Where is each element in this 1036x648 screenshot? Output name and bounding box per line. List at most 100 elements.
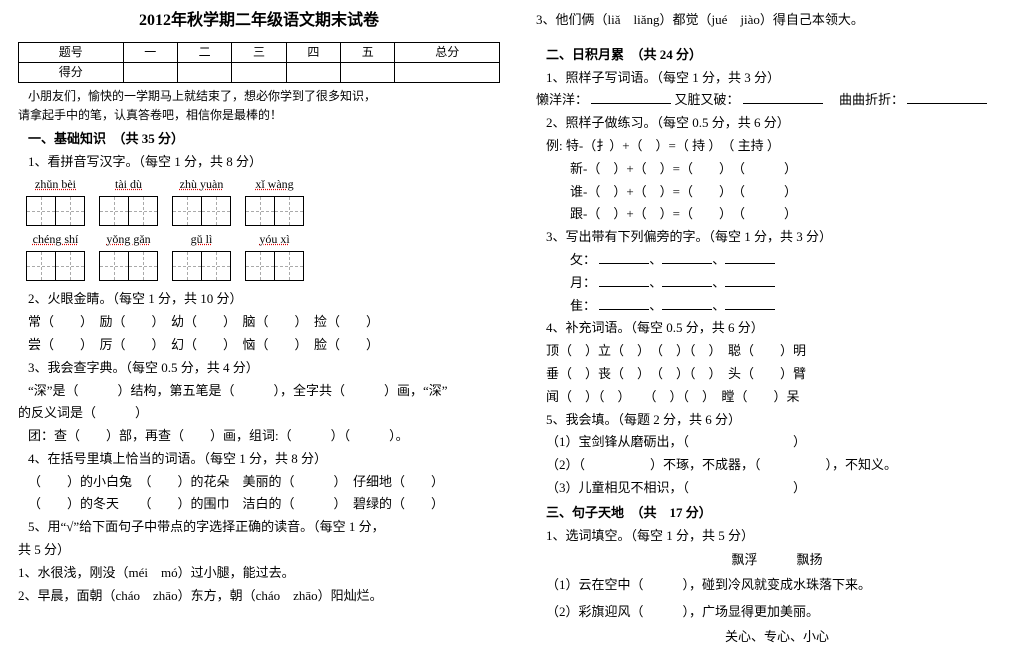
q2-1-mid2: 曲曲折折： <box>839 92 904 107</box>
q1-5-title2: 共 5 分） <box>18 540 500 561</box>
q2-5-l3: （3）儿童相见不相识，（ ） <box>536 478 1018 499</box>
q2-1-prefix: 懒洋洋： <box>536 92 588 107</box>
char-grid <box>172 251 231 281</box>
q1-5-line2: 2、早晨，面朝（cháo zhāo）东方，朝（cháo zhāo）阳灿烂。 <box>18 586 500 607</box>
blank <box>599 251 649 264</box>
q1-4-title: 4、在括号里填上恰当的词语。（每空 1 分，共 8 分） <box>18 449 500 470</box>
th: 题号 <box>19 42 124 62</box>
q2-4-title: 4、补充词语。（每空 0.5 分，共 6 分） <box>536 318 1018 339</box>
q2-2-ex: 例: 特-（扌）+（ ）=（ 持 ） （ 主持 ） <box>536 136 1018 157</box>
q1-3-line2: 的反义词是（ ） <box>18 403 500 424</box>
q1-2-title: 2、火眼金睛。（每空 1 分，共 10 分） <box>18 289 500 310</box>
radical-label: 隹： <box>570 298 596 313</box>
q2-1-line: 懒洋洋： 又脏又破： 曲曲折折： <box>536 90 1018 111</box>
intro-line-1: 小朋友们，愉快的一学期马上就结束了，想必你学到了很多知识， <box>18 87 500 106</box>
pinyin-block: xǐ wàng <box>245 175 304 226</box>
pinyin-block: zhǔn bèi <box>26 175 85 226</box>
radical-label: 月： <box>570 275 596 290</box>
q1-3-line1: “深”是（ ）结构，第五笔是（ ），全字共（ ）画，“深” <box>18 381 500 402</box>
section-3-heading: 三、句子天地 （共 17 分） <box>536 503 1018 524</box>
q2-2-l3: 跟-（ ）+（ ）=（ ） （ ） <box>536 204 1018 225</box>
blank <box>591 91 671 104</box>
q2-5-title: 5、我会填。（每题 2 分，共 6 分） <box>536 410 1018 431</box>
pinyin-label: zhù yuàn <box>172 175 231 194</box>
q2-2-title: 2、照样子做练习。（每空 0.5 分，共 6 分） <box>536 113 1018 134</box>
pinyin-block: zhù yuàn <box>172 175 231 226</box>
char-grid <box>245 196 304 226</box>
pinyin-label: gǔ lì <box>172 230 231 249</box>
intro-line-2: 请拿起手中的笔，认真答卷吧，相信你是最棒的！ <box>18 106 500 125</box>
q2-4-l3: 闻（ ）（ ） （ ）（ ） 瞠（ ）呆 <box>536 387 1018 408</box>
q2-5-l1: （1）宝剑锋从磨砺出，（ ） <box>536 432 1018 453</box>
blank <box>725 274 775 287</box>
pinyin-block: yóu xì <box>245 230 304 281</box>
q3-1-l2: （2）彩旗迎风（ ），广场显得更加美丽。 <box>536 602 1018 623</box>
blank <box>662 274 712 287</box>
pinyin-label: tài dù <box>99 175 158 194</box>
char-grid <box>245 251 304 281</box>
th: 总分 <box>395 42 500 62</box>
q1-3-line3: 团：查（ ）部，再查（ ）画，组词:（ ）（ ）。 <box>18 426 500 447</box>
radical-label: 攵： <box>570 252 596 267</box>
score-header-row: 题号 一 二 三 四 五 总分 <box>19 42 500 62</box>
q1-5-line1: 1、水很浅，刚没（méi mó）过小腿，能过去。 <box>18 563 500 584</box>
pinyin-block: gǔ lì <box>172 230 231 281</box>
pinyin-label: yóu xì <box>245 230 304 249</box>
char-grid <box>26 251 85 281</box>
cell <box>286 62 340 82</box>
pinyin-label: xǐ wàng <box>245 175 304 194</box>
pinyin-row-2: chéng shí yǒng gǎn gǔ lì yóu xì <box>26 230 500 281</box>
pinyin-label: zhǔn bèi <box>26 175 85 194</box>
section-1-heading: 一、基础知识 （共 35 分） <box>18 129 500 150</box>
q1-1-title: 1、看拼音写汉字。（每空 1 分，共 8 分） <box>18 152 500 173</box>
q2-1-mid1: 又脏又破： <box>675 92 740 107</box>
exam-title: 2012年秋学期二年级语文期末试卷 <box>18 8 500 34</box>
q3-1-title: 1、选词填空。（每空 1 分，共 5 分） <box>536 526 1018 547</box>
q2-5-l2: （2）（ ）不琢，不成器，（ ），不知义。 <box>536 455 1018 476</box>
blank <box>725 297 775 310</box>
q2-3-r1: 攵： 、、 <box>536 250 1018 271</box>
th: 一 <box>123 42 177 62</box>
q1-2-line1: 常（ ） 励（ ） 幼（ ） 脑（ ） 捡（ ） <box>18 312 500 333</box>
q2-2-l2: 谁-（ ）+（ ）=（ ） （ ） <box>536 182 1018 203</box>
q1-3-title: 3、我会查字典。（每空 0.5 分，共 4 分） <box>18 358 500 379</box>
blank <box>599 274 649 287</box>
cell <box>123 62 177 82</box>
blank <box>662 297 712 310</box>
blank <box>662 251 712 264</box>
row-label: 得分 <box>19 62 124 82</box>
cell <box>177 62 231 82</box>
q1-2-line2: 尝（ ） 厉（ ） 幻（ ） 恼（ ） 脸（ ） <box>18 335 500 356</box>
score-value-row: 得分 <box>19 62 500 82</box>
blank <box>725 251 775 264</box>
q1-4-line1: （ ）的小白兔 （ ）的花朵 美丽的（ ） 仔细地（ ） <box>18 472 500 493</box>
char-grid <box>99 196 158 226</box>
th: 四 <box>286 42 340 62</box>
char-grid <box>172 196 231 226</box>
blank <box>599 297 649 310</box>
q2-3-r3: 隹： 、、 <box>536 296 1018 317</box>
cell <box>395 62 500 82</box>
pinyin-block: tài dù <box>99 175 158 226</box>
pinyin-block: yǒng gǎn <box>99 230 158 281</box>
char-grid <box>99 251 158 281</box>
cell <box>341 62 395 82</box>
char-grid <box>26 196 85 226</box>
q3-1-l1: （1）云在空中（ ），碰到冷风就变成水珠落下来。 <box>536 575 1018 596</box>
q3-1-words1: 飘浮 飘扬 <box>536 550 1018 571</box>
q1-4-line2: （ ）的冬天 （ ）的围巾 洁白的（ ） 碧绿的（ ） <box>18 494 500 515</box>
th: 二 <box>177 42 231 62</box>
q3-1-words2: 关心、专心、小心 <box>536 627 1018 648</box>
pinyin-label: yǒng gǎn <box>99 230 158 249</box>
th: 五 <box>341 42 395 62</box>
score-table: 题号 一 二 三 四 五 总分 得分 <box>18 42 500 83</box>
th: 三 <box>232 42 286 62</box>
cell <box>232 62 286 82</box>
q2-3-r2: 月： 、、 <box>536 273 1018 294</box>
blank <box>907 91 987 104</box>
q2-1-title: 1、照样子写词语。（每空 1 分，共 3 分） <box>536 68 1018 89</box>
q2-4-l2: 垂（ ）丧（ ） （ ）（ ） 头（ ）臂 <box>536 364 1018 385</box>
pinyin-label: chéng shí <box>26 230 85 249</box>
q2-3-title: 3、写出带有下列偏旁的字。（每空 1 分，共 3 分） <box>536 227 1018 248</box>
blank <box>743 91 823 104</box>
